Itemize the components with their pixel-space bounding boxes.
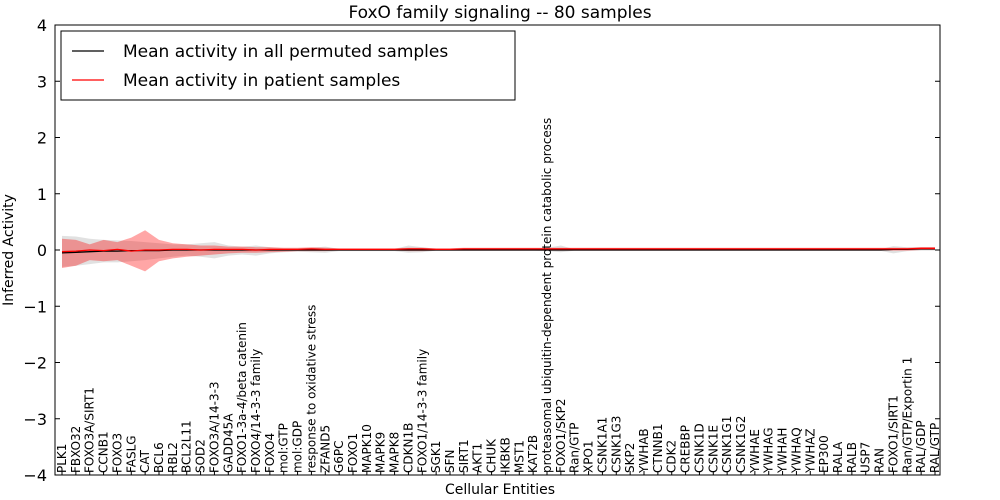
x-tick-label: YWHAQ bbox=[789, 427, 803, 474]
x-tick-label: CHUK bbox=[485, 438, 499, 473]
x-tick-label: CAT bbox=[138, 449, 152, 473]
x-tick-label: response to oxidative stress bbox=[304, 305, 318, 473]
x-tick-label: USP7 bbox=[859, 442, 873, 473]
x-tick-label: YWHAH bbox=[776, 428, 790, 474]
legend-label-permuted: Mean activity in all permuted samples bbox=[123, 42, 448, 62]
x-tick-label: PLK1 bbox=[55, 444, 69, 473]
x-tick-label: SGK1 bbox=[429, 441, 443, 473]
x-tick-label: SIRT1 bbox=[457, 439, 471, 473]
x-tick-label: CTNNB1 bbox=[651, 423, 665, 473]
x-tick-label: CCNB1 bbox=[97, 431, 111, 473]
x-tick-label: FBXO32 bbox=[69, 426, 83, 473]
x-tick-label: BCL2L11 bbox=[180, 420, 194, 473]
y-tick-label: −4 bbox=[23, 466, 47, 485]
x-tick-label: mol:GTP bbox=[277, 423, 291, 473]
x-tick-label: CREBBP bbox=[679, 425, 693, 473]
x-tick-label: FOXO4/14-3-3 family bbox=[249, 349, 263, 473]
x-tick-label: RAL/GTP bbox=[928, 423, 942, 473]
x-tick-label: CSNK1G3 bbox=[609, 416, 623, 473]
x-tick-label: BCL6 bbox=[152, 442, 166, 473]
y-tick-label: 0 bbox=[37, 241, 47, 260]
x-tick-label: CDK2 bbox=[665, 440, 679, 473]
permuted-band bbox=[62, 235, 935, 267]
x-tick-label: CDKN1B bbox=[401, 423, 415, 473]
series-lines bbox=[61, 247, 935, 254]
x-tick-label: IKBKB bbox=[498, 437, 512, 473]
y-tick-label: −3 bbox=[23, 410, 47, 429]
x-tick-label: SOD2 bbox=[194, 439, 208, 473]
x-tick-label: CSNK1G1 bbox=[720, 416, 734, 473]
x-tick-label: GADD45A bbox=[221, 413, 235, 473]
x-tick-label: CSNK1D bbox=[692, 423, 706, 473]
x-tick-label: FOXO3 bbox=[110, 433, 124, 473]
x-tick-label: EP300 bbox=[817, 435, 831, 473]
x-tick-label: YWHAZ bbox=[803, 428, 817, 474]
x-tick-label: FOXO4 bbox=[263, 433, 277, 473]
x-tick-label: FOXO1/SIRT1 bbox=[886, 395, 900, 473]
x-tick-label: RALB bbox=[845, 442, 859, 473]
x-tick-label: RAN bbox=[873, 448, 887, 473]
x-tick-label: CSNK1E bbox=[706, 425, 720, 473]
x-tick-label: mol:GDP bbox=[291, 421, 305, 473]
x-tick-label: FOXO1/14-3-3 family bbox=[415, 349, 429, 473]
x-tick-label: FOXO1-3a-4/beta catenin bbox=[235, 322, 249, 473]
x-tick-label: XPO1 bbox=[582, 440, 596, 473]
x-tick-label: Ran/GTP bbox=[568, 422, 582, 473]
x-tick-label: YWHAE bbox=[748, 429, 762, 474]
y-axis: −4 −3 −2 −1 0 1 2 3 4 bbox=[23, 16, 940, 485]
x-tick-label: RBL2 bbox=[166, 442, 180, 473]
x-tick-label: RALA bbox=[831, 441, 845, 473]
y-tick-label: −1 bbox=[23, 297, 47, 316]
x-tick-label: ZFAND5 bbox=[318, 425, 332, 473]
legend: Mean activity in all permuted samples Me… bbox=[60, 30, 516, 101]
x-tick-label: FOXO3A/14-3-3 bbox=[207, 381, 221, 473]
patient-band bbox=[62, 230, 935, 272]
x-tick-label: proteasomal ubiquitin-dependent protein … bbox=[540, 118, 554, 473]
x-tick-label: YWHAG bbox=[762, 427, 776, 474]
confidence-bands bbox=[62, 230, 935, 272]
legend-label-patient: Mean activity in patient samples bbox=[123, 71, 400, 91]
y-tick-label: 3 bbox=[37, 72, 47, 91]
x-tick-label: KAT2B bbox=[526, 435, 540, 473]
legend-box bbox=[60, 30, 516, 101]
x-tick-label: FOXO1 bbox=[346, 433, 360, 473]
y-tick-label: 2 bbox=[37, 129, 47, 148]
x-tick-label: MST1 bbox=[512, 440, 526, 473]
x-tick-label: SKP2 bbox=[623, 443, 637, 473]
x-tick-label: AKT1 bbox=[471, 443, 485, 473]
x-tick-label: CSNK1A1 bbox=[595, 417, 609, 473]
x-tick-label: CSNK1G2 bbox=[734, 416, 748, 473]
x-tick-label: MAPK9 bbox=[374, 432, 388, 473]
y-tick-label: 1 bbox=[37, 185, 47, 204]
chart-title: FoxO family signaling -- 80 samples bbox=[348, 3, 651, 23]
x-tick-label: FOXO1/SKP2 bbox=[554, 398, 568, 473]
x-tick-label: G6PC bbox=[332, 440, 346, 473]
y-tick-label: 4 bbox=[37, 16, 47, 35]
x-tick-label: YWHAB bbox=[637, 428, 651, 474]
x-tick-label: MAPK8 bbox=[388, 432, 402, 473]
patient-mean-line bbox=[61, 247, 935, 253]
x-tick-label: FOXO3A/SIRT1 bbox=[83, 387, 97, 473]
x-tick-label: SFN bbox=[443, 450, 457, 474]
x-tick-label: Ran/GTP/Exportin 1 bbox=[900, 357, 914, 473]
y-tick-label: −2 bbox=[23, 354, 47, 373]
x-tick-label: FASLG bbox=[124, 435, 138, 473]
x-tick-label: RAL/GDP bbox=[914, 420, 928, 473]
x-axis: PLK1 FBXO32 FOXO3A/SIRT1 CCNB1 FOXO3 FASLG CAT… bbox=[55, 118, 942, 475]
x-tick-label: MAPK10 bbox=[360, 424, 374, 473]
x-axis-label: Cellular Entities bbox=[445, 482, 555, 498]
y-axis-label: Inferred Activity bbox=[1, 194, 17, 306]
